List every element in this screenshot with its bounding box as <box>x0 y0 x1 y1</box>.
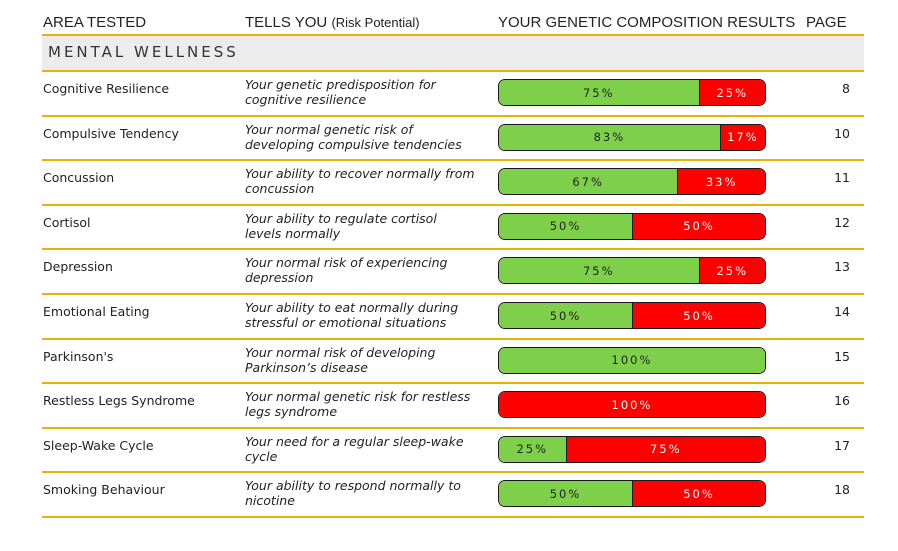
table-header: AREA TESTED TELLS YOU (Risk Potential) Y… <box>0 14 898 34</box>
page-number: 11 <box>834 170 850 186</box>
column-header-page: PAGE <box>806 14 847 31</box>
row-divider <box>42 292 864 295</box>
high-risk-segment: 17% <box>719 124 765 150</box>
result-bar: 50% 50% <box>498 212 766 240</box>
area-tested: Restless Legs Syndrome <box>43 393 195 409</box>
table-row: Parkinson's Your normal risk of developin… <box>42 340 864 385</box>
page-number: 14 <box>834 304 850 319</box>
column-header-results: YOUR GENETIC COMPOSITION RESULTS <box>498 14 796 31</box>
result-bar: 83% 17% <box>498 123 766 151</box>
low-risk-segment: 83% <box>499 124 720 150</box>
table-row: Smoking Behaviour Your ability to respond… <box>42 473 864 518</box>
low-risk-segment: 50% <box>499 481 632 507</box>
section-title: MENTAL WELLNESS <box>48 43 239 61</box>
table-row: Depression Your normal risk of experienci… <box>42 250 864 295</box>
tells-you-description: Your ability to recover normally from co… <box>245 166 475 197</box>
row-divider <box>42 515 864 518</box>
high-risk-segment: 50% <box>632 213 765 239</box>
page-number: 10 <box>834 125 850 141</box>
area-tested: Emotional Eating <box>43 304 150 319</box>
page-number: 12 <box>834 214 850 230</box>
high-risk-segment: 75% <box>565 436 765 462</box>
row-divider <box>42 337 864 340</box>
page-number: 17 <box>834 437 850 453</box>
high-risk-segment: 25% <box>698 80 765 105</box>
page-number: 13 <box>834 259 850 275</box>
section-rule <box>42 70 864 72</box>
high-risk-segment: 25% <box>698 258 765 284</box>
column-header-area-tested: AREA TESTED <box>43 14 147 31</box>
result-bar: 67% 33% <box>498 168 766 196</box>
section-band: MENTAL WELLNESS <box>42 36 864 70</box>
tells-you-description: Your ability to respond normally to nico… <box>245 478 461 509</box>
page-number: 16 <box>834 393 850 409</box>
area-tested: Parkinson's <box>43 348 114 364</box>
low-risk-segment: 67% <box>499 169 678 195</box>
row-divider <box>42 248 864 251</box>
high-risk-segment: 33% <box>677 169 765 195</box>
page-number: 15 <box>834 348 850 364</box>
area-tested: Cognitive Resilience <box>43 81 170 96</box>
low-risk-segment: 75% <box>499 80 699 105</box>
column-header-tells-sub: (Risk Potential) <box>331 15 420 30</box>
area-tested: Sleep-Wake Cycle <box>43 437 154 453</box>
high-risk-segment: 50% <box>632 303 765 328</box>
area-tested: Concussion <box>43 170 115 186</box>
tells-you-description: Your normal risk of experiencing depress… <box>245 255 448 286</box>
header-rule <box>42 34 864 36</box>
table-row: Compulsive Tendency Your normal genetic r… <box>42 117 864 162</box>
row-divider <box>42 203 864 206</box>
column-header-tells-you: TELLS YOU (Risk Potential) <box>245 14 420 31</box>
tells-you-description: Your normal genetic risk of developing c… <box>245 121 462 152</box>
column-header-tells-label: TELLS YOU <box>245 14 328 31</box>
result-bar: 50% 50% <box>498 480 766 508</box>
low-risk-segment: 25% <box>499 436 566 462</box>
tells-you-description: Your ability to eat normally during stre… <box>245 300 459 330</box>
high-risk-segment: 50% <box>632 481 765 507</box>
low-risk-segment: 50% <box>499 303 632 328</box>
page-number: 8 <box>842 81 850 96</box>
result-bar: 75% 25% <box>498 257 766 285</box>
table-row: Cortisol Your ability to regulate cortiso… <box>42 206 864 251</box>
result-bar: 50% 50% <box>498 302 766 329</box>
tells-you-description: Your ability to regulate cortisol levels… <box>245 210 437 241</box>
table-row: Sleep-Wake Cycle Your need for a regular … <box>42 429 864 474</box>
result-bar: 75% 25% <box>498 79 766 106</box>
page-number: 18 <box>834 482 850 498</box>
area-tested: Compulsive Tendency <box>43 125 179 141</box>
low-risk-segment: 100% <box>499 347 765 373</box>
row-divider <box>42 382 864 385</box>
tells-you-description: Your normal risk of developing Parkinson… <box>245 344 436 375</box>
area-tested: Smoking Behaviour <box>43 482 165 498</box>
row-divider <box>42 114 864 117</box>
area-tested: Cortisol <box>43 214 91 230</box>
high-risk-segment: 100% <box>499 392 765 418</box>
result-bar: 100% <box>498 391 766 419</box>
table-row: Restless Legs Syndrome Your normal geneti… <box>42 384 864 429</box>
low-risk-segment: 50% <box>499 213 632 239</box>
result-bar: 25% 75% <box>498 435 766 463</box>
row-divider <box>42 159 864 162</box>
tells-you-description: Your need for a regular sleep-wake cycle <box>245 433 464 464</box>
table-row: Cognitive Resilience Your genetic predisp… <box>42 72 864 117</box>
area-tested: Depression <box>43 259 113 275</box>
table-row: Concussion Your ability to recover normal… <box>42 161 864 206</box>
low-risk-segment: 75% <box>499 258 699 284</box>
row-divider <box>42 471 864 474</box>
result-bar: 100% <box>498 346 766 374</box>
tells-you-description: Your normal genetic risk for restless le… <box>245 389 471 420</box>
tells-you-description: Your genetic predisposition for cognitiv… <box>245 77 436 107</box>
table-row: Emotional Eating Your ability to eat norm… <box>42 295 864 340</box>
row-divider <box>42 426 864 429</box>
